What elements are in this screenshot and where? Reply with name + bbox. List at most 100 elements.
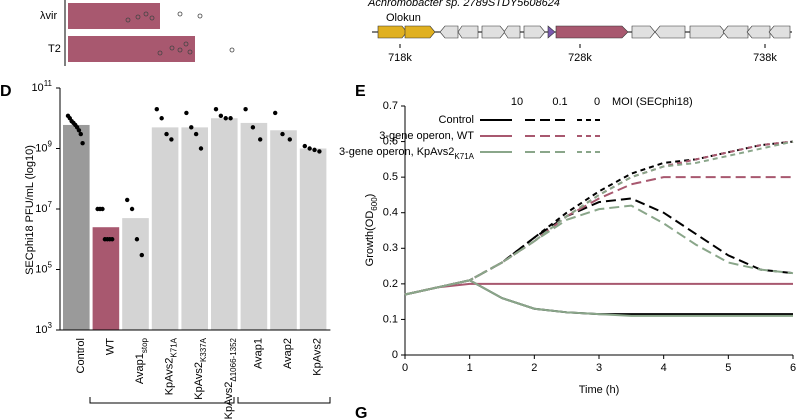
y-tick-label: 1011 — [31, 79, 52, 94]
y-title-sub: 600 — [370, 197, 379, 211]
y-tick-label: 0.2 — [383, 278, 398, 290]
data-point — [218, 113, 224, 119]
bar — [68, 36, 195, 62]
data-point — [76, 128, 82, 133]
y-tick-label: 109 — [35, 139, 52, 154]
x-tick-label: 2 — [531, 362, 537, 374]
tick-base: 10 — [35, 263, 47, 275]
tick-exp: 11 — [44, 79, 53, 88]
bar — [270, 130, 297, 330]
gene-tick-label: 738k — [753, 52, 777, 64]
legend-moi: 10 — [511, 96, 523, 108]
y-axis-title: Growth(OD600) — [364, 194, 379, 267]
data-point — [213, 106, 219, 112]
label-base: KpAvs2 — [193, 362, 205, 400]
x-tick-label: 3 — [596, 362, 602, 374]
line — [404, 282, 793, 296]
data-point — [80, 140, 85, 146]
legend-label: Control — [439, 114, 474, 126]
y-tick-label: 0.1 — [383, 313, 398, 325]
bar — [299, 148, 327, 330]
tick-base: 10 — [35, 203, 47, 215]
label-sub: K337A — [199, 337, 208, 362]
y-tick-label: 0.7 — [383, 100, 398, 112]
legend-text: Control — [439, 114, 474, 126]
y-title-text: Growth(OD — [364, 211, 376, 267]
data-point — [159, 116, 164, 121]
data-point — [258, 137, 263, 142]
x-tick-label: 5 — [725, 362, 731, 374]
x-tick-label: KpAvs2 — [312, 338, 324, 376]
tick-base: 10 — [35, 324, 47, 336]
legend-moi: 0.1 — [552, 96, 567, 108]
label-base: Avap2 — [282, 338, 294, 369]
y-tick-label: 0.5 — [383, 171, 398, 183]
bar — [211, 118, 238, 330]
data-point — [129, 206, 135, 212]
legend-label: 3-gene operon, WT — [379, 130, 474, 142]
legend-label: 3-gene operon, KpAvs2K71A — [339, 146, 475, 161]
label-base: Avap1 — [134, 353, 146, 384]
y-tick-label: 0.4 — [383, 207, 398, 219]
label-sub: stop — [140, 337, 149, 353]
data-point — [198, 146, 204, 151]
bar — [181, 127, 208, 330]
label-base: Avap1 — [252, 338, 264, 369]
x-tick-label: 0 — [402, 362, 408, 374]
bar — [68, 3, 160, 29]
data-point — [273, 110, 278, 116]
row-label: λvir — [40, 10, 57, 22]
data-point — [317, 149, 322, 154]
line — [404, 279, 793, 317]
data-point — [139, 252, 144, 258]
data-point — [134, 237, 140, 242]
panel-label: G — [355, 405, 367, 419]
y-tick-label: 105 — [35, 260, 52, 275]
x-tick-label: 6 — [790, 362, 796, 374]
x-tick-label: KpAvs2Δ1066-1352 — [223, 337, 238, 419]
y-tick-label: 0 — [392, 349, 398, 361]
legend-sub: K71A — [454, 152, 474, 161]
data-point — [125, 197, 130, 203]
x-tick-label: KpAvs2K337A — [193, 337, 208, 399]
label-base: Control — [75, 338, 87, 373]
line — [404, 140, 794, 296]
data-point — [110, 237, 115, 242]
y-tick-label: 0.6 — [383, 135, 398, 147]
data-point — [223, 116, 228, 121]
legend-moi: 0 — [594, 96, 600, 108]
system-name: Olokun — [386, 12, 421, 24]
tick-exp: 5 — [48, 260, 53, 269]
dots — [125, 11, 235, 56]
row-label: T2 — [48, 43, 61, 55]
bar — [240, 122, 268, 330]
data-point — [287, 137, 292, 142]
data-point — [78, 131, 83, 137]
bar — [63, 124, 90, 330]
data-point — [302, 143, 307, 149]
y-title-text: ) — [364, 194, 376, 198]
data-point — [100, 206, 105, 212]
bar — [122, 218, 149, 330]
x-tick-label: Avap2 — [282, 338, 294, 369]
tick-exp: 9 — [48, 139, 53, 148]
line — [404, 197, 794, 296]
data-point — [184, 110, 189, 116]
gene-tick-label: 718k — [388, 52, 412, 64]
gene-tick-label: 728k — [568, 52, 592, 64]
label-base: KpAvs2 — [223, 382, 235, 419]
data-point — [189, 125, 194, 130]
label-base: KpAvs2 — [164, 358, 176, 396]
data-point — [280, 131, 285, 137]
y-tick-label: 103 — [35, 321, 52, 336]
data-point — [228, 116, 233, 121]
x-tick-label: WT — [104, 338, 116, 355]
line — [404, 140, 794, 296]
x-tick-label: Control — [75, 338, 87, 373]
tick-exp: 3 — [48, 321, 53, 330]
line — [404, 176, 793, 296]
panel-label: E — [355, 83, 366, 100]
legend-moi-title: MOI (SECphi18) — [612, 96, 693, 108]
label-sub: Δ1066-1352 — [228, 337, 237, 381]
